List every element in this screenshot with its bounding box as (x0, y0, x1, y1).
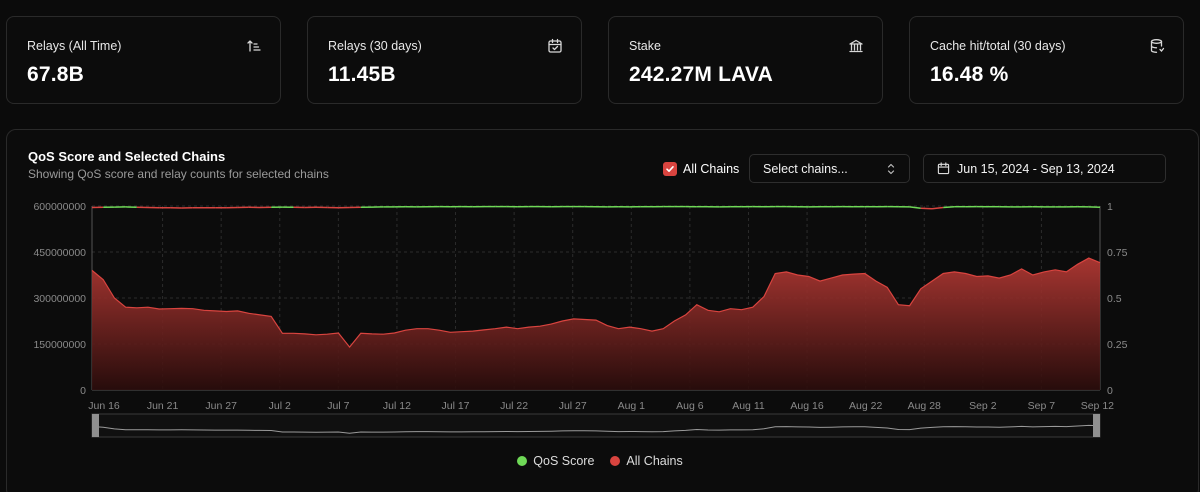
bank-icon (848, 38, 864, 54)
stat-label: Relays (All Time) (27, 39, 122, 53)
y-axis-right-tick-label: 0.25 (1107, 339, 1128, 351)
stat-label: Cache hit/total (30 days) (930, 39, 1066, 53)
stat-card-relays-all-time: Relays (All Time) 67.8B (6, 16, 281, 104)
x-axis-tick-label: Aug 1 (618, 400, 646, 412)
date-range-picker[interactable]: Jun 15, 2024 - Sep 13, 2024 (923, 154, 1166, 183)
y-axis-right-tick-label: 0.75 (1107, 247, 1128, 259)
y-axis-left-tick-label: 300000000 (33, 293, 86, 305)
stat-label: Stake (629, 39, 661, 53)
legend-item-all-chains[interactable]: All Chains (610, 454, 683, 468)
x-axis-tick-label: Aug 11 (732, 400, 765, 412)
series-line-qos-segment (931, 206, 944, 210)
brush-overview (91, 413, 1101, 438)
x-axis-tick-label: Jun 27 (205, 400, 237, 412)
series-line-qos-segment (909, 206, 921, 209)
stat-value: 11.45B (328, 63, 396, 86)
stat-value: 67.8B (27, 63, 85, 86)
chain-select-placeholder: Select chains... (763, 161, 848, 176)
stat-value: 242.27M LAVA (629, 63, 774, 86)
y-axis-right-tick-label: 1 (1107, 201, 1113, 213)
stat-card-relays-30-days: Relays (30 days) 11.45B (307, 16, 582, 104)
all-chains-checkbox[interactable]: All Chains (663, 161, 739, 177)
all-chains-label: All Chains (683, 162, 740, 176)
y-axis-right-tick-label: 0.5 (1107, 293, 1122, 305)
x-axis-tick-label: Sep 2 (969, 400, 997, 412)
x-axis-tick-label: Jul 2 (269, 400, 291, 412)
brush-handle-left[interactable] (92, 414, 99, 437)
x-axis-tick-label: Sep 7 (1028, 400, 1056, 412)
brush-handle-right[interactable] (1093, 414, 1100, 437)
series-line-all-chains (91, 257, 1101, 349)
brush-overview-line (91, 424, 1101, 434)
checkbox-checked-icon[interactable] (663, 162, 677, 176)
x-axis-tick-label: Jul 22 (500, 400, 528, 412)
chart-legend: QoS Score All Chains (0, 454, 1200, 468)
database-icon (1149, 38, 1165, 54)
legend-swatch-all-chains (610, 456, 621, 466)
x-axis-tick-label: Jun 21 (147, 400, 179, 412)
legend-item-qos[interactable]: QoS Score (517, 454, 594, 468)
legend-label-all-chains: All Chains (626, 454, 683, 468)
x-axis-tick-label: Aug 28 (908, 400, 941, 412)
legend-swatch-qos (517, 456, 528, 466)
legend-label-qos: QoS Score (533, 454, 595, 468)
sort-ascending-icon (246, 38, 262, 54)
y-axis-left-tick-label: 450000000 (33, 247, 86, 259)
x-axis-tick-label: Sep 12 (1081, 400, 1114, 412)
calendar-check-icon (547, 38, 563, 54)
stat-card-stake: Stake 242.27M LAVA (608, 16, 883, 104)
x-axis-tick-label: Jun 16 (88, 400, 120, 412)
x-axis-tick-label: Aug 16 (790, 400, 823, 412)
date-range-text: Jun 15, 2024 - Sep 13, 2024 (957, 161, 1115, 176)
y-axis-left-tick-label: 150000000 (33, 339, 86, 351)
x-axis-tick-label: Jul 17 (442, 400, 470, 412)
calendar-icon (937, 162, 950, 175)
stat-value: 16.48 % (930, 63, 1009, 86)
chevron-up-down-icon (887, 163, 895, 175)
panel-title: QoS Score and Selected Chains (28, 149, 226, 164)
series-line-qos-segment (920, 207, 933, 210)
x-axis-tick-label: Jul 27 (559, 400, 587, 412)
x-axis-tick-label: Aug 22 (849, 400, 882, 412)
y-axis-left-tick-label: 0 (80, 385, 86, 397)
x-axis-tick-label: Aug 6 (676, 400, 704, 412)
chain-select[interactable]: Select chains... (749, 154, 910, 183)
series-area-all-chains (92, 258, 1100, 390)
y-axis-right-tick-label: 0 (1107, 385, 1113, 397)
stat-card-cache-hit: Cache hit/total (30 days) 16.48 % (909, 16, 1184, 104)
x-axis-tick-label: Jul 7 (327, 400, 349, 412)
y-axis-left-tick-label: 600000000 (33, 201, 86, 213)
stat-label: Relays (30 days) (328, 39, 422, 53)
series-line-qos-segment (943, 205, 955, 209)
panel-subtitle: Showing QoS score and relay counts for s… (28, 167, 329, 181)
x-axis-tick-label: Jul 12 (383, 400, 411, 412)
